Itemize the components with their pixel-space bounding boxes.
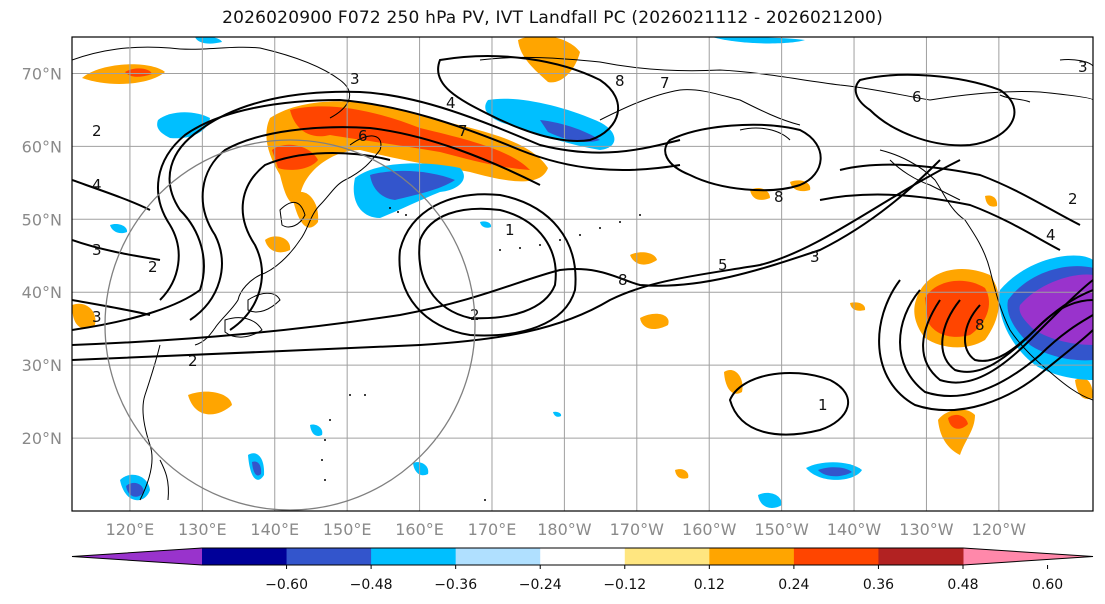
longitude-label: 130°E <box>178 520 227 539</box>
colorbar-tick-label: −0.12 <box>603 577 646 593</box>
svg-text:3: 3 <box>810 248 820 266</box>
latitude-label: 20°N <box>22 429 62 448</box>
longitude-label: 160°E <box>395 520 444 539</box>
svg-text:3: 3 <box>350 70 360 88</box>
svg-text:8: 8 <box>774 188 784 206</box>
latitude-label: 70°N <box>22 64 62 83</box>
colorbar-segment <box>371 548 457 565</box>
colorbar-segment <box>202 548 288 565</box>
longitude-label: 150°W <box>754 520 809 539</box>
svg-text:8: 8 <box>615 72 625 90</box>
colorbar-segment <box>540 548 626 565</box>
map-area: 3 4 6 7 8 7 6 2 4 3 3 2 1 2 2 8 5 3 1 8 … <box>72 37 1093 511</box>
pv-contours <box>72 55 1093 436</box>
svg-text:1: 1 <box>818 396 828 414</box>
colorbar-outline <box>71 547 1094 566</box>
island-dots <box>321 207 641 501</box>
latitude-label: 50°N <box>22 210 62 229</box>
longitude-label: 130°W <box>899 520 954 539</box>
svg-text:7: 7 <box>458 122 468 140</box>
colorbar-tick-label: −0.36 <box>434 577 477 593</box>
svg-text:6: 6 <box>358 127 368 145</box>
longitude-label: 180°W <box>537 520 592 539</box>
colorbar-tick-label: −0.60 <box>265 577 308 593</box>
svg-text:3: 3 <box>1078 58 1088 76</box>
colorbar-tick-label: 0.36 <box>863 577 894 593</box>
longitude-label: 120°E <box>106 520 155 539</box>
svg-text:8: 8 <box>975 316 985 334</box>
longitude-label: 170°W <box>610 520 665 539</box>
colorbar-segment <box>455 548 541 565</box>
latitude-label: 40°N <box>22 283 62 302</box>
svg-text:2: 2 <box>148 258 158 276</box>
longitude-label: 170°E <box>468 520 517 539</box>
map-title: 2026020900 F072 250 hPa PV, IVT Landfall… <box>222 8 883 28</box>
pv-contour-labels: 3 4 6 7 8 7 6 2 4 3 3 2 1 2 2 8 5 3 1 8 … <box>92 58 1088 414</box>
coastlines <box>72 46 1093 501</box>
svg-text:2: 2 <box>188 352 198 370</box>
colorbar-segment <box>793 548 879 565</box>
colorbar-tick-label: −0.48 <box>350 577 393 593</box>
svg-text:4: 4 <box>92 176 102 194</box>
longitude-label: 120°W <box>972 520 1027 539</box>
colorbar-segment <box>878 548 964 565</box>
colorbar: −0.60 −0.48 −0.36 −0.24 −0.12 0.12 0.24 0.36 0.4… <box>71 547 1094 593</box>
svg-text:2: 2 <box>92 122 102 140</box>
colorbar-tick-label: 0.12 <box>694 577 725 593</box>
latitude-label: 30°N <box>22 356 62 375</box>
colorbar-segment <box>709 548 795 565</box>
svg-text:1: 1 <box>505 221 515 239</box>
svg-text:5: 5 <box>718 256 728 274</box>
colorbar-segment <box>286 548 372 565</box>
svg-text:4: 4 <box>1046 226 1056 244</box>
colorbar-min-extend <box>72 548 202 565</box>
longitude-label: 140°W <box>827 520 882 539</box>
longitude-label: 140°E <box>250 520 299 539</box>
latitude-label: 60°N <box>22 137 62 156</box>
svg-text:2: 2 <box>1068 190 1078 208</box>
colorbar-tick-label: −0.24 <box>519 577 562 593</box>
graticule <box>72 37 1093 511</box>
svg-text:8: 8 <box>618 271 628 289</box>
longitude-label: 160°W <box>682 520 737 539</box>
svg-text:4: 4 <box>446 94 456 112</box>
longitude-label: 150°E <box>323 520 372 539</box>
colorbar-max-extend <box>963 548 1093 565</box>
svg-text:6: 6 <box>912 88 922 106</box>
colorbar-tick-label: 0.24 <box>778 577 809 593</box>
svg-text:3: 3 <box>92 241 102 259</box>
colorbar-segment <box>624 548 710 565</box>
reference-circle <box>104 139 476 511</box>
svg-text:3: 3 <box>92 308 102 326</box>
svg-text:7: 7 <box>660 74 670 92</box>
colorbar-tick-label: 0.48 <box>947 577 978 593</box>
latitude-labels: 70°N 60°N 50°N 40°N 30°N 20°N <box>22 64 62 448</box>
map-frame <box>71 36 1094 512</box>
longitude-labels: 120°E 130°E 140°E 150°E 160°E 170°E 180°W 170°W… <box>106 520 1027 539</box>
colorbar-tick-label: 0.60 <box>1032 577 1063 593</box>
